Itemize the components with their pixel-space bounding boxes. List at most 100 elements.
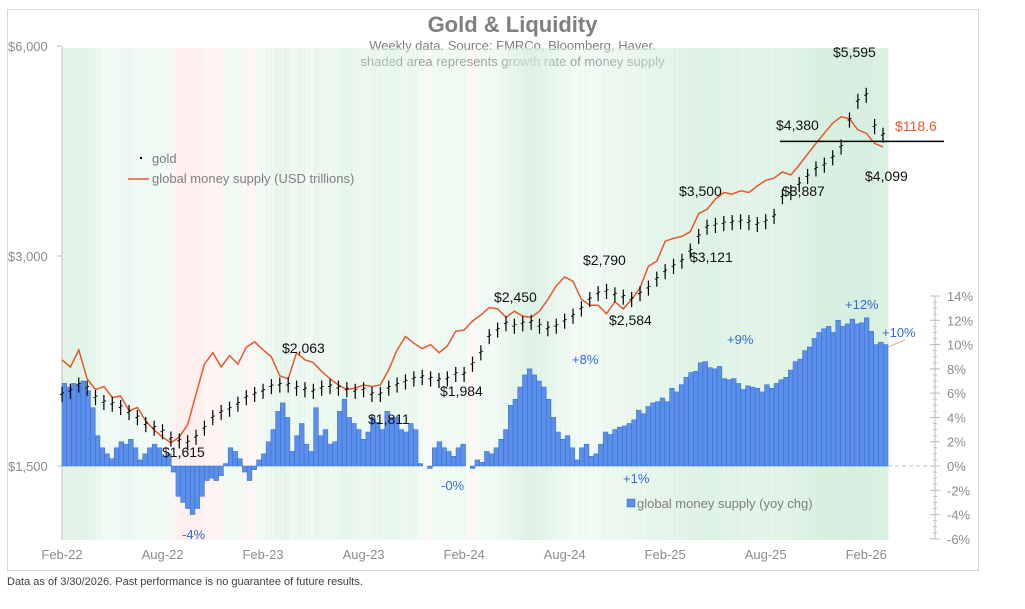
shading-band — [266, 48, 272, 540]
yoy-bar — [322, 429, 329, 467]
yoy-bar — [299, 423, 305, 467]
legend-gold-marker — [140, 157, 142, 159]
yoy-bar — [113, 447, 120, 467]
yoy-bar — [669, 388, 675, 467]
yoy-bar — [750, 386, 756, 467]
yoy-bar — [550, 417, 556, 467]
yoy-annotation: +9% — [727, 332, 754, 347]
shading-band — [90, 48, 96, 540]
shading-band — [574, 48, 581, 540]
yoy-bar — [408, 423, 414, 467]
yoy-bar — [811, 338, 818, 467]
shading-band — [764, 48, 770, 540]
shading-band — [489, 48, 495, 540]
shading-band — [389, 48, 395, 540]
shading-band — [788, 48, 794, 540]
shading-band — [71, 48, 77, 540]
shading-band — [285, 48, 291, 540]
yoy-bar — [223, 463, 229, 467]
shading-band — [550, 48, 557, 540]
shading-band — [147, 48, 153, 540]
shading-band — [508, 48, 514, 540]
yoy-bar — [417, 463, 424, 467]
shading-band — [484, 48, 490, 540]
yoy-bar — [413, 429, 419, 467]
shading-band — [864, 48, 870, 540]
yoy-bar — [745, 385, 751, 467]
yoy-bar — [731, 378, 737, 467]
right-axis-tick-label: 2% — [947, 435, 966, 450]
shading-band — [546, 48, 552, 540]
shading-band — [740, 48, 747, 540]
yoy-bar — [740, 389, 746, 467]
yoy-bar — [375, 422, 381, 467]
shading-band — [299, 48, 305, 540]
shading-band — [850, 48, 856, 540]
yoy-bar — [754, 388, 761, 467]
yoy-bar — [626, 423, 632, 467]
shading-band — [62, 48, 68, 540]
shading-band — [337, 48, 343, 540]
yoy-bar — [280, 402, 286, 467]
left-axis-tick-label: $1,500 — [8, 459, 48, 474]
shading-band — [479, 48, 486, 540]
x-axis-tick-label: Aug-24 — [544, 547, 586, 562]
yoy-bar — [821, 328, 827, 467]
shading-band — [384, 48, 391, 540]
yoy-bar — [498, 439, 504, 467]
yoy-bar — [707, 367, 713, 467]
yoy-bar — [664, 401, 670, 467]
shading-band — [731, 48, 737, 540]
yoy-bar — [180, 465, 186, 503]
shading-band — [185, 48, 191, 540]
yoy-bar — [883, 344, 889, 467]
yoy-bar — [432, 447, 438, 467]
yoy-bar — [545, 398, 552, 467]
shading-band — [403, 48, 410, 540]
yoy-bar — [265, 441, 272, 467]
shading-band — [693, 48, 699, 540]
shading-band — [873, 48, 880, 540]
yoy-bar — [826, 326, 832, 467]
shading-band — [304, 48, 310, 540]
shading-band — [394, 48, 400, 540]
shading-band — [560, 48, 566, 540]
yoy-bar — [593, 453, 599, 467]
gold-annotation: $1,811 — [368, 411, 410, 427]
shading-band — [194, 48, 201, 540]
shading-band — [854, 48, 861, 540]
shading-band — [807, 48, 813, 540]
yoy-bar — [522, 374, 528, 467]
money-supply-latest-label: $118.6 — [895, 118, 937, 134]
yoy-bar — [488, 453, 495, 467]
shading-band — [683, 48, 690, 540]
shading-band — [123, 48, 130, 540]
shading-band — [66, 48, 73, 540]
yoy-bar — [512, 398, 518, 467]
shading-band — [460, 48, 467, 540]
yoy-bar — [650, 402, 656, 467]
shading-band — [109, 48, 115, 540]
shading-band — [579, 48, 585, 540]
yoy-bar — [840, 326, 846, 467]
shading-band — [655, 48, 661, 540]
yoy-bar — [166, 453, 172, 467]
x-axis-tick-label: Feb-26 — [846, 547, 887, 562]
legend-gold-label: gold — [152, 151, 177, 166]
shading-band — [669, 48, 675, 540]
yoy-annotation: -0% — [441, 478, 465, 493]
shading-band — [859, 48, 865, 540]
shading-band — [323, 48, 329, 540]
shading-band — [617, 48, 623, 540]
shading-band — [209, 48, 215, 540]
yoy-bar — [735, 383, 742, 467]
yoy-bar — [845, 323, 851, 467]
yoy-bar — [788, 369, 794, 467]
yoy-bar — [232, 451, 238, 467]
right-axis-tick-label: -2% — [947, 483, 971, 498]
yoy-bar — [859, 322, 865, 467]
yoy-bar — [303, 443, 310, 467]
shading-band — [603, 48, 609, 540]
yoy-bar — [251, 465, 257, 470]
